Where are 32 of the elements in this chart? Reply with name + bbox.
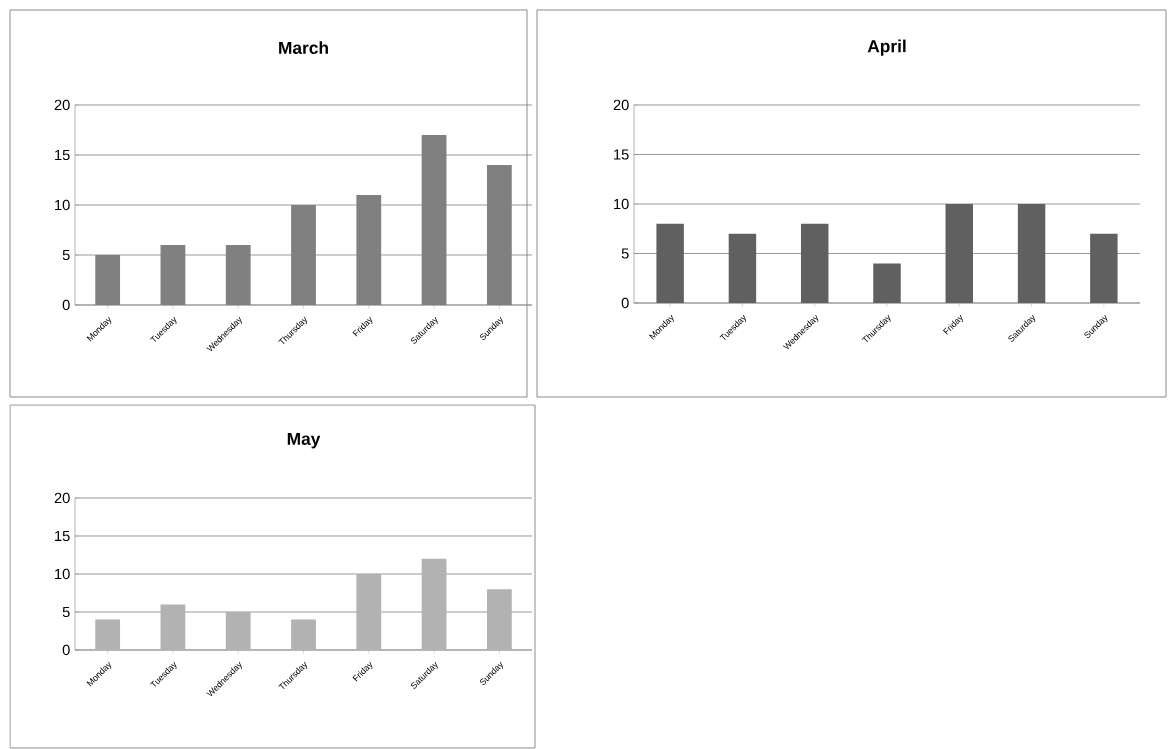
bar xyxy=(728,233,757,303)
y-tick-label: 0 xyxy=(62,299,70,311)
bar xyxy=(873,263,901,303)
bar xyxy=(160,604,186,650)
y-tick-label: 20 xyxy=(613,99,629,111)
y-tick-label: 10 xyxy=(55,199,70,211)
bar xyxy=(656,223,684,303)
bar xyxy=(945,203,974,303)
y-tick-label: 15 xyxy=(55,149,70,161)
bar xyxy=(225,611,251,650)
bar xyxy=(1090,233,1118,303)
y-tick-label: 10 xyxy=(55,568,70,580)
y-tick-label: 0 xyxy=(62,644,70,656)
y-tick-label: 5 xyxy=(62,249,70,261)
bar xyxy=(1017,203,1046,303)
y-tick-label: 5 xyxy=(62,606,70,618)
y-tick-label: 5 xyxy=(621,248,629,259)
y-tick-label: 10 xyxy=(614,198,629,210)
y-tick-label: 15 xyxy=(55,530,70,542)
bar xyxy=(486,589,512,650)
bar xyxy=(421,558,447,650)
y-tick-label: 0 xyxy=(621,297,629,309)
y-tick-label: 15 xyxy=(614,149,629,160)
chart-title: March xyxy=(279,41,328,55)
chart-title: May xyxy=(287,432,321,449)
bar xyxy=(291,619,316,650)
bar xyxy=(356,573,382,650)
bar xyxy=(800,223,829,303)
y-tick-label: 20 xyxy=(54,492,70,504)
y-tick-label: 20 xyxy=(54,99,70,111)
bar xyxy=(95,619,121,650)
chart-title: April xyxy=(867,39,906,56)
